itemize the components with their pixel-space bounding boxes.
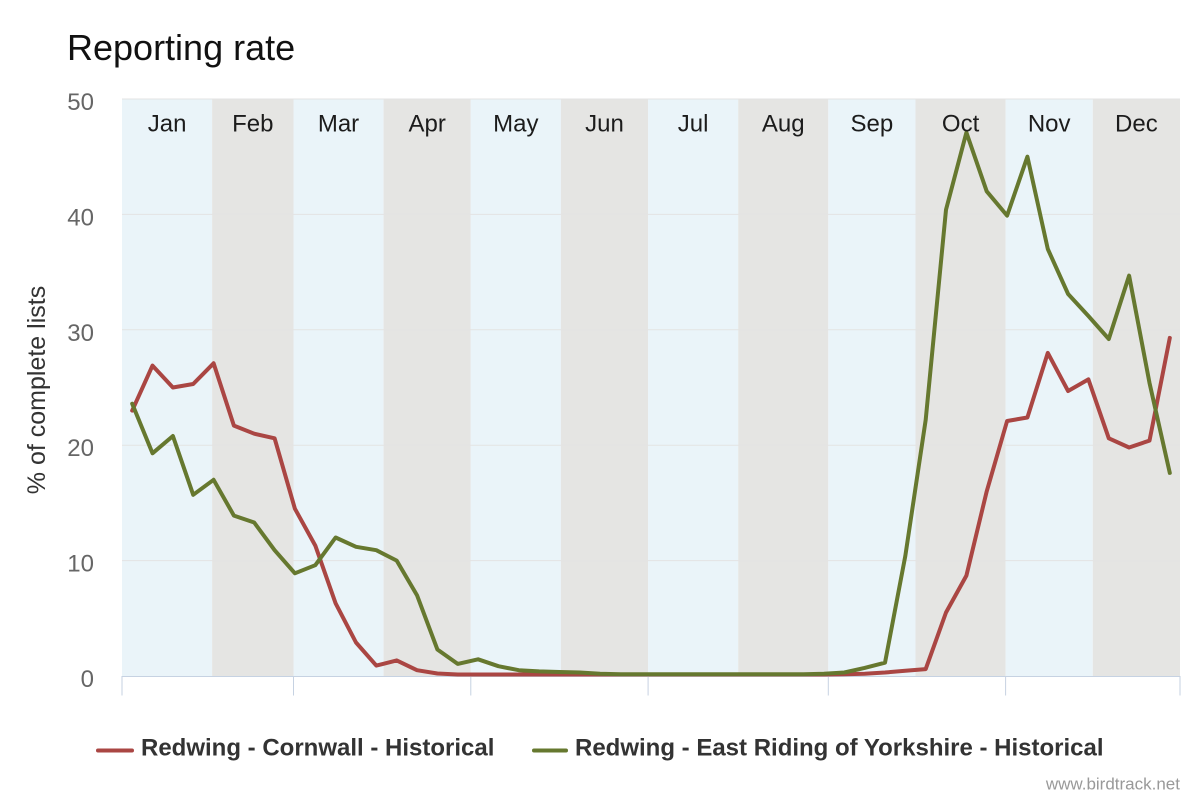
svg-text:www.birdtrack.net: www.birdtrack.net [1045, 775, 1180, 794]
svg-text:Sep: Sep [851, 111, 894, 138]
svg-text:30: 30 [67, 320, 94, 347]
svg-text:20: 20 [67, 435, 94, 462]
svg-text:Reporting rate: Reporting rate [67, 27, 295, 68]
svg-text:10: 10 [67, 551, 94, 578]
svg-text:40: 40 [67, 204, 94, 231]
svg-text:Jul: Jul [678, 111, 709, 138]
svg-text:Oct: Oct [942, 111, 980, 138]
svg-text:50: 50 [67, 89, 94, 116]
svg-text:Nov: Nov [1028, 111, 1071, 138]
svg-text:Redwing - Cornwall - Historica: Redwing - Cornwall - Historical [141, 735, 494, 762]
svg-text:Jun: Jun [585, 111, 624, 138]
svg-text:Aug: Aug [762, 111, 805, 138]
svg-text:May: May [493, 111, 538, 138]
svg-text:Redwing - East Riding of Yorks: Redwing - East Riding of Yorkshire - His… [575, 735, 1104, 762]
svg-text:Dec: Dec [1115, 111, 1158, 138]
svg-text:0: 0 [81, 666, 94, 693]
svg-text:Mar: Mar [318, 111, 359, 138]
svg-text:Jan: Jan [148, 111, 187, 138]
svg-text:Feb: Feb [232, 111, 273, 138]
svg-text:% of complete lists: % of complete lists [23, 286, 51, 494]
svg-text:Apr: Apr [409, 111, 446, 138]
